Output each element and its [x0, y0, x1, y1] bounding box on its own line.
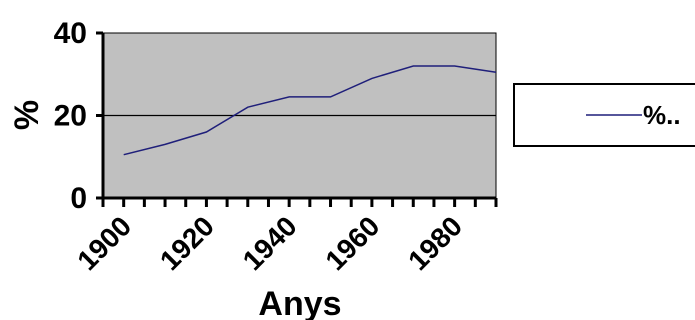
legend: %..: [513, 83, 695, 147]
x-tick-label: 1920: [154, 210, 220, 276]
x-tick-label: 1960: [319, 210, 385, 276]
x-tick-label: 1940: [237, 210, 303, 276]
y-tick-label: 0: [70, 182, 87, 215]
y-tick-label: 40: [54, 17, 87, 50]
x-tick-label: 1900: [71, 210, 137, 276]
x-axis-ticks: 1900 1920 1940 1960 1980: [71, 198, 498, 276]
x-tick-label: 1980: [402, 210, 468, 276]
y-tick-label: 20: [54, 100, 87, 133]
y-axis-title: %: [8, 100, 46, 130]
series-line: [123, 65, 497, 156]
legend-label: %..: [643, 100, 681, 130]
y-axis-ticks: 0 20 40: [54, 17, 103, 215]
x-axis-title: Anys: [258, 285, 341, 320]
